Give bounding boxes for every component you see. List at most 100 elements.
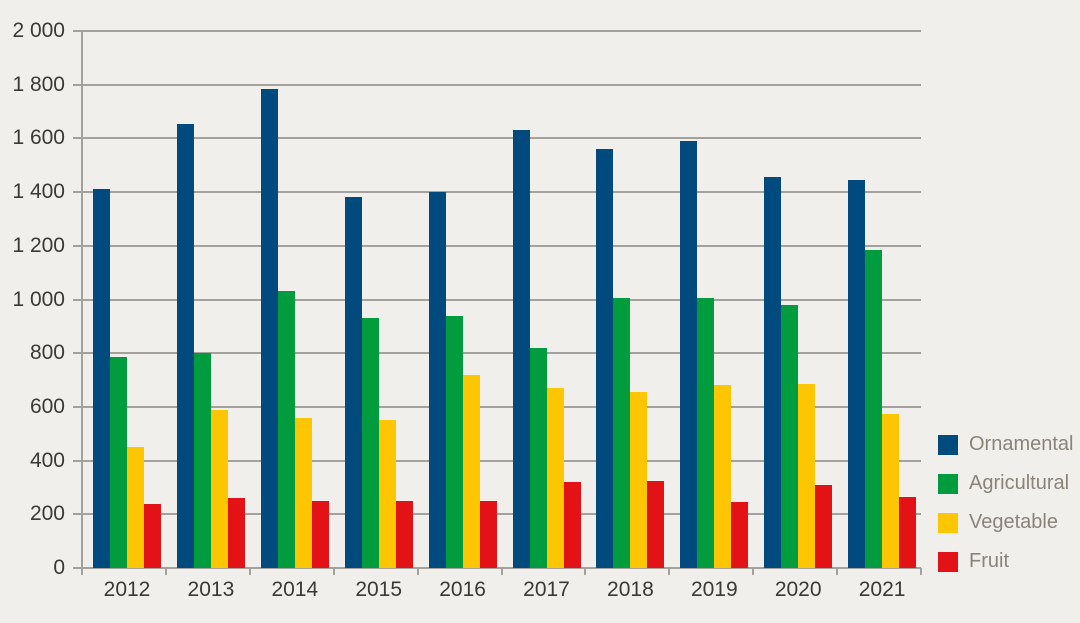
bar-ornamental-2021 — [848, 180, 866, 568]
gridline — [82, 459, 921, 462]
y-tick-label: 600 — [29, 394, 65, 418]
legend-item-ornamental: Ornamental — [938, 433, 1074, 455]
bar-agricultural-2017 — [529, 348, 547, 568]
legend-item-agricultural: Agricultural — [938, 472, 1074, 494]
bar-ornamental-2012 — [93, 189, 110, 568]
x-axis-tick — [668, 568, 671, 575]
x-tick-label: 2017 — [523, 578, 570, 601]
bar-vegetable-2015 — [378, 420, 396, 568]
y-tick-label: 200 — [29, 502, 65, 526]
y-tick-label: 1 000 — [12, 287, 65, 311]
gridline — [82, 83, 921, 86]
x-axis-tick — [752, 568, 755, 575]
y-tick-label: 1 200 — [12, 233, 65, 257]
bar-ornamental-2014 — [260, 89, 278, 568]
x-tick-label: 2020 — [774, 578, 822, 601]
bar-fruit-2017 — [563, 482, 581, 568]
bar-fruit-2012 — [144, 504, 161, 568]
bar-vegetable-2012 — [127, 447, 144, 568]
gridline — [82, 352, 921, 355]
bar-fruit-2016 — [479, 501, 497, 568]
bar-ornamental-2019 — [680, 141, 698, 568]
gridline — [82, 405, 921, 408]
x-axis-tick — [416, 568, 419, 575]
bar-agricultural-2021 — [865, 250, 883, 568]
bar-ornamental-2020 — [764, 177, 782, 568]
x-axis-tick — [584, 568, 587, 575]
x-tick-label: 2013 — [187, 578, 235, 601]
legend-label: Vegetable — [969, 511, 1058, 533]
bar-ornamental-2013 — [176, 124, 194, 568]
x-axis-tick — [836, 568, 839, 575]
bar-ornamental-2015 — [344, 197, 362, 568]
gridline — [82, 191, 921, 194]
bar-vegetable-2018 — [630, 392, 648, 568]
y-axis-tick — [73, 244, 82, 247]
gridline — [82, 513, 921, 516]
y-axis-tick — [73, 137, 82, 140]
x-axis-tick — [332, 568, 335, 575]
y-tick-label: 400 — [29, 448, 65, 472]
y-tick-label: 1 800 — [12, 72, 65, 96]
x-axis-tick — [248, 568, 251, 575]
y-axis-tick — [73, 30, 82, 32]
bar-fruit-2019 — [731, 502, 749, 568]
legend-swatch-fruit — [938, 551, 958, 572]
legend-item-vegetable: Vegetable — [938, 511, 1074, 533]
y-axis-tick — [73, 567, 82, 569]
bar-fruit-2014 — [311, 501, 329, 568]
bar-fruit-2021 — [899, 497, 917, 568]
x-tick-label: 2012 — [103, 578, 151, 601]
legend-swatch-vegetable — [938, 512, 958, 533]
bar-agricultural-2014 — [277, 291, 295, 568]
x-tick-label: 2015 — [355, 578, 403, 601]
bar-fruit-2018 — [647, 481, 665, 568]
x-tick-label: 2021 — [858, 578, 906, 601]
y-axis-tick — [73, 405, 82, 408]
bar-agricultural-2012 — [110, 357, 127, 568]
bar-vegetable-2017 — [546, 388, 564, 568]
bar-agricultural-2020 — [781, 305, 799, 568]
legend: Ornamental Agricultural Vegetable Fruit — [938, 433, 1074, 590]
x-axis-tick — [164, 568, 167, 575]
bar-fruit-2013 — [227, 498, 245, 568]
legend-swatch-agricultural — [938, 473, 958, 494]
bar-vegetable-2014 — [294, 418, 312, 568]
x-axis-tick — [920, 568, 922, 575]
bar-vegetable-2020 — [798, 384, 816, 568]
y-axis-tick — [73, 83, 82, 86]
bar-vegetable-2013 — [210, 410, 228, 568]
bar-vegetable-2019 — [714, 385, 732, 568]
bar-agricultural-2016 — [445, 316, 463, 568]
y-tick-label: 0 — [53, 556, 65, 579]
x-tick-label: 2018 — [607, 578, 654, 601]
y-tick-label: 800 — [29, 341, 65, 365]
legend-label: Fruit — [969, 550, 1009, 572]
y-axis-tick — [73, 298, 82, 301]
y-axis-line — [81, 31, 83, 568]
legend-item-fruit: Fruit — [938, 550, 1074, 572]
bar-agricultural-2018 — [613, 298, 631, 568]
x-axis-tick — [81, 568, 83, 575]
legend-label: Agricultural — [969, 472, 1070, 494]
legend-swatch-ornamental — [938, 434, 958, 455]
bar-vegetable-2016 — [462, 375, 480, 568]
bar-ornamental-2016 — [428, 192, 446, 568]
gridline — [82, 244, 921, 247]
bar-fruit-2015 — [395, 501, 413, 568]
bar-agricultural-2013 — [193, 353, 211, 568]
y-axis-tick — [73, 191, 82, 194]
y-tick-label: 2 000 — [12, 19, 65, 42]
y-axis-tick — [73, 513, 82, 516]
x-tick-label: 2014 — [271, 578, 319, 601]
gridline — [82, 298, 921, 301]
x-axis-tick — [500, 568, 503, 575]
x-tick-label: 2016 — [439, 578, 486, 601]
bar-agricultural-2019 — [697, 298, 715, 568]
gridline — [82, 30, 921, 32]
y-tick-label: 1 600 — [12, 126, 65, 150]
y-axis-tick — [73, 459, 82, 462]
y-tick-label: 1 400 — [12, 180, 65, 204]
gridline — [82, 137, 921, 140]
